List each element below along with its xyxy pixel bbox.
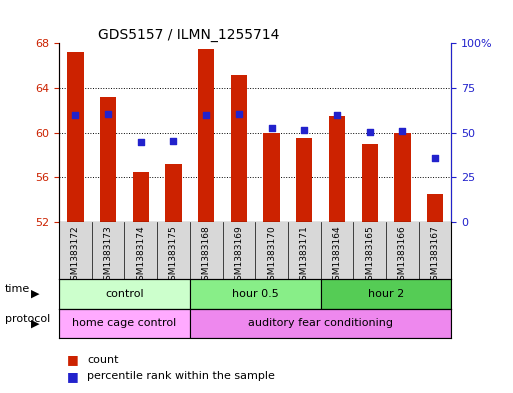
Bar: [198, 49, 214, 222]
Text: auditory fear conditioning: auditory fear conditioning: [248, 318, 393, 328]
Bar: [190, 279, 321, 309]
Bar: [59, 279, 190, 309]
Text: count: count: [87, 354, 119, 365]
Point: [300, 127, 308, 133]
Point: [267, 125, 275, 131]
Text: GSM1383171: GSM1383171: [300, 225, 309, 286]
Bar: [296, 138, 312, 222]
Text: percentile rank within the sample: percentile rank within the sample: [87, 371, 275, 382]
Bar: [100, 97, 116, 222]
Text: GSM1383166: GSM1383166: [398, 225, 407, 286]
Bar: [321, 279, 451, 309]
Text: GSM1383164: GSM1383164: [332, 225, 342, 286]
Text: GSM1383175: GSM1383175: [169, 225, 178, 286]
Text: GSM1383165: GSM1383165: [365, 225, 374, 286]
Bar: [59, 309, 190, 338]
Point: [333, 112, 341, 118]
Text: GSM1383173: GSM1383173: [104, 225, 112, 286]
Text: GDS5157 / ILMN_1255714: GDS5157 / ILMN_1255714: [98, 28, 280, 42]
Bar: [67, 52, 84, 222]
Bar: [329, 116, 345, 222]
Bar: [362, 144, 378, 222]
Point: [71, 112, 80, 118]
Text: GSM1383167: GSM1383167: [430, 225, 440, 286]
Text: GSM1383169: GSM1383169: [234, 225, 243, 286]
Bar: [190, 309, 451, 338]
Text: hour 2: hour 2: [368, 289, 404, 299]
Text: hour 0.5: hour 0.5: [232, 289, 279, 299]
Point: [136, 140, 145, 146]
Point: [169, 138, 177, 144]
Text: ▶: ▶: [31, 289, 39, 299]
Text: GSM1383168: GSM1383168: [202, 225, 211, 286]
Point: [235, 111, 243, 117]
Bar: [231, 75, 247, 222]
Bar: [132, 172, 149, 222]
Text: GSM1383174: GSM1383174: [136, 225, 145, 286]
Bar: [394, 132, 410, 222]
Text: GSM1383170: GSM1383170: [267, 225, 276, 286]
Bar: [165, 164, 182, 222]
Point: [366, 129, 374, 135]
Point: [398, 128, 406, 134]
Text: home cage control: home cage control: [72, 318, 176, 328]
Text: control: control: [105, 289, 144, 299]
Text: ■: ■: [67, 370, 78, 383]
Text: time: time: [5, 285, 30, 294]
Bar: [427, 194, 443, 222]
Point: [431, 154, 439, 161]
Bar: [263, 132, 280, 222]
Point: [104, 111, 112, 117]
Text: ■: ■: [67, 353, 78, 366]
Text: GSM1383172: GSM1383172: [71, 225, 80, 286]
Text: ▶: ▶: [31, 318, 39, 328]
Text: protocol: protocol: [5, 314, 50, 324]
Point: [202, 112, 210, 118]
